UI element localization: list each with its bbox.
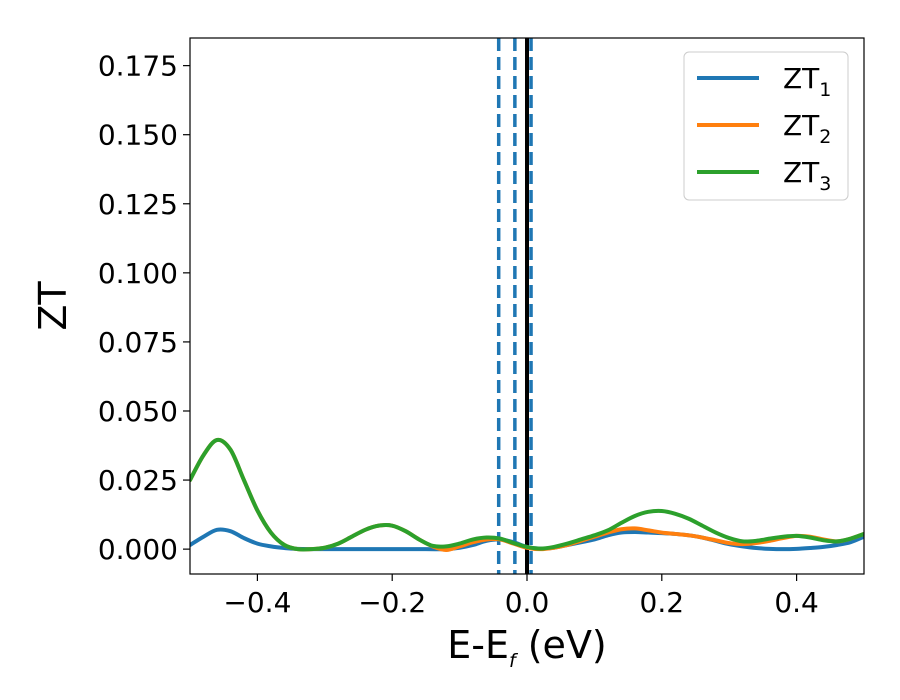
legend-label-subscript: 3 xyxy=(819,173,831,195)
y-tick-label: 0.000 xyxy=(98,533,178,566)
legend-label-main: ZT xyxy=(783,62,820,95)
legend-label-subscript: 1 xyxy=(819,79,831,101)
y-tick-label: 0.050 xyxy=(98,395,178,428)
y-tick-label: 0.125 xyxy=(98,188,178,221)
y-tick-label: 0.175 xyxy=(98,50,178,83)
y-tick-label: 0.150 xyxy=(98,119,178,152)
x-axis-title-unit: (eV) xyxy=(516,623,607,667)
x-tick-label: −0.4 xyxy=(223,586,291,619)
legend-label-zt2: ZT2 xyxy=(783,109,831,148)
x-tick-label: 0.4 xyxy=(774,586,819,619)
y-tick-label: 0.100 xyxy=(98,257,178,290)
y-tick-label: 0.075 xyxy=(98,326,178,359)
legend-label-main: ZT xyxy=(783,109,820,142)
x-axis-title: E-Ef (eV) xyxy=(447,623,607,672)
y-axis: 0.000 0.025 0.050 0.075 0.100 0.125 0.150 0.175 xyxy=(98,50,190,566)
x-axis-title-main: E-E xyxy=(447,623,509,667)
legend-label-subscript: 2 xyxy=(819,126,831,148)
legend-label-main: ZT xyxy=(783,156,820,189)
series-line-zt3 xyxy=(190,437,864,552)
x-axis: −0.4 −0.2 0.0 0.2 0.4 xyxy=(223,574,819,619)
legend-box xyxy=(683,51,849,201)
legend-label-zt1: ZT1 xyxy=(783,62,831,101)
y-tick-label: 0.025 xyxy=(98,464,178,497)
x-tick-label: −0.2 xyxy=(358,586,426,619)
legend-label-zt3: ZT3 xyxy=(783,156,831,195)
y-axis-title: ZT xyxy=(31,281,75,331)
x-axis-title-subscript: f xyxy=(509,650,519,672)
x-tick-label: 0.2 xyxy=(640,586,685,619)
series-lines xyxy=(190,437,864,552)
reference-lines xyxy=(496,38,533,574)
x-tick-label: 0.0 xyxy=(505,586,550,619)
